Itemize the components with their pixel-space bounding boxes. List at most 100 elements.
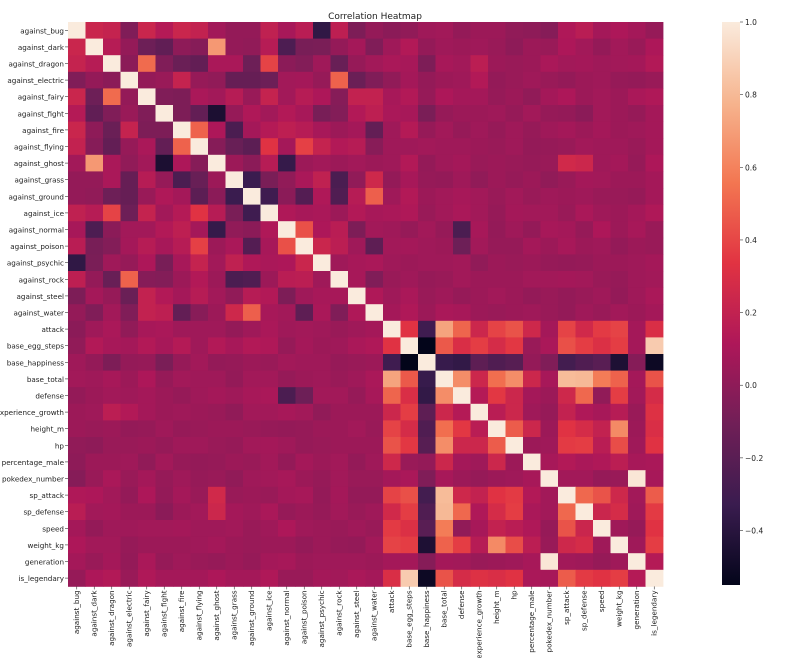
heatmap-cell bbox=[313, 470, 331, 488]
heatmap-cell bbox=[418, 354, 436, 371]
heatmap-cell bbox=[68, 138, 86, 156]
heatmap-cell bbox=[208, 520, 226, 537]
heatmap-cell bbox=[120, 503, 139, 521]
heatmap-cell bbox=[488, 71, 506, 89]
heatmap-cell bbox=[173, 254, 191, 272]
heatmap-cell bbox=[575, 304, 594, 322]
heatmap-cell bbox=[173, 221, 191, 239]
heatmap-cell bbox=[435, 470, 454, 488]
heatmap-cell bbox=[138, 271, 156, 288]
heatmap-cell bbox=[155, 387, 174, 405]
column-label: height_m bbox=[492, 590, 501, 624]
heatmap-cell bbox=[365, 337, 384, 355]
heatmap-cell bbox=[190, 22, 209, 39]
heatmap-cell bbox=[540, 569, 559, 587]
heatmap-cell bbox=[348, 154, 366, 172]
heatmap-cell bbox=[155, 420, 174, 438]
heatmap-cell bbox=[453, 55, 471, 73]
heatmap-cell bbox=[295, 536, 314, 554]
heatmap-cell bbox=[488, 503, 506, 521]
heatmap-cell bbox=[260, 138, 279, 156]
heatmap-cell bbox=[120, 354, 139, 371]
heatmap-cell bbox=[383, 188, 401, 205]
heatmap-cell bbox=[313, 138, 331, 156]
heatmap-cell bbox=[540, 237, 559, 255]
heatmap-cell bbox=[645, 71, 664, 89]
heatmap-cell bbox=[645, 188, 664, 205]
heatmap-cell bbox=[225, 138, 244, 156]
heatmap-cell bbox=[365, 520, 384, 537]
heatmap-cell bbox=[418, 237, 436, 255]
heatmap-cell bbox=[400, 536, 419, 554]
column-label: pokedex_number bbox=[545, 590, 554, 652]
heatmap-cell bbox=[190, 271, 209, 288]
heatmap-cell bbox=[505, 354, 524, 371]
heatmap-cell bbox=[68, 271, 86, 288]
heatmap-cell bbox=[383, 337, 401, 355]
heatmap-cell bbox=[243, 171, 261, 189]
heatmap-cell bbox=[453, 221, 471, 239]
heatmap-cell bbox=[435, 387, 454, 405]
heatmap-cell bbox=[470, 38, 489, 56]
row-label: against_fight bbox=[17, 109, 64, 118]
heatmap-cell bbox=[383, 553, 401, 571]
heatmap-cell bbox=[488, 569, 506, 587]
heatmap-cell bbox=[558, 453, 576, 471]
heatmap-cell bbox=[68, 221, 86, 239]
heatmap-cell bbox=[628, 354, 646, 371]
heatmap-cell bbox=[313, 420, 331, 438]
row-label: against_fire bbox=[22, 126, 64, 135]
heatmap-cell bbox=[400, 354, 419, 371]
heatmap-cell bbox=[120, 553, 139, 571]
heatmap-cell bbox=[383, 403, 401, 421]
heatmap-cell bbox=[488, 287, 506, 305]
heatmap-cell bbox=[243, 287, 261, 305]
column-label: against_fight bbox=[160, 590, 169, 637]
heatmap-cell bbox=[418, 486, 436, 504]
heatmap-cell bbox=[610, 271, 629, 288]
heatmap-cell bbox=[190, 105, 209, 122]
heatmap-cell bbox=[418, 420, 436, 438]
heatmap-cell bbox=[313, 38, 331, 56]
colorbar-tick-label: −0.2 bbox=[745, 454, 763, 463]
heatmap-cell bbox=[523, 420, 541, 438]
heatmap-cell bbox=[120, 154, 139, 172]
heatmap-cell bbox=[645, 486, 664, 504]
heatmap-cell bbox=[610, 154, 629, 172]
heatmap-cell bbox=[85, 254, 104, 272]
heatmap-cell bbox=[103, 221, 121, 239]
heatmap-cell bbox=[453, 569, 471, 587]
heatmap-cell bbox=[558, 553, 576, 571]
heatmap-cell bbox=[575, 437, 594, 454]
heatmap-cell bbox=[628, 470, 646, 488]
heatmap-cell bbox=[523, 188, 541, 205]
heatmap-cell bbox=[505, 320, 524, 338]
heatmap-cell bbox=[225, 38, 244, 56]
heatmap-cell bbox=[610, 453, 629, 471]
heatmap-cell bbox=[383, 154, 401, 172]
heatmap-cell bbox=[400, 254, 419, 272]
heatmap-cell bbox=[120, 204, 139, 222]
heatmap-cell bbox=[453, 121, 471, 139]
heatmap-cell bbox=[68, 121, 86, 139]
heatmap-cell bbox=[540, 403, 559, 421]
heatmap-cell bbox=[278, 204, 296, 222]
heatmap-cell bbox=[313, 304, 331, 322]
heatmap-cell bbox=[540, 553, 559, 571]
heatmap-cell bbox=[628, 188, 646, 205]
heatmap-cell bbox=[383, 453, 401, 471]
heatmap-cell bbox=[243, 437, 261, 454]
heatmap-cell bbox=[505, 387, 524, 405]
heatmap-cell bbox=[575, 320, 594, 338]
heatmap-cell bbox=[645, 437, 664, 454]
heatmap-cell bbox=[155, 121, 174, 139]
heatmap-cell bbox=[173, 55, 191, 73]
heatmap-cell bbox=[400, 55, 419, 73]
heatmap-cell bbox=[260, 254, 279, 272]
heatmap-cell bbox=[348, 121, 366, 139]
heatmap-cell bbox=[418, 337, 436, 355]
heatmap-cell bbox=[138, 553, 156, 571]
heatmap-cell bbox=[103, 437, 121, 454]
heatmap-cell bbox=[540, 470, 559, 488]
heatmap-cell bbox=[593, 221, 611, 239]
